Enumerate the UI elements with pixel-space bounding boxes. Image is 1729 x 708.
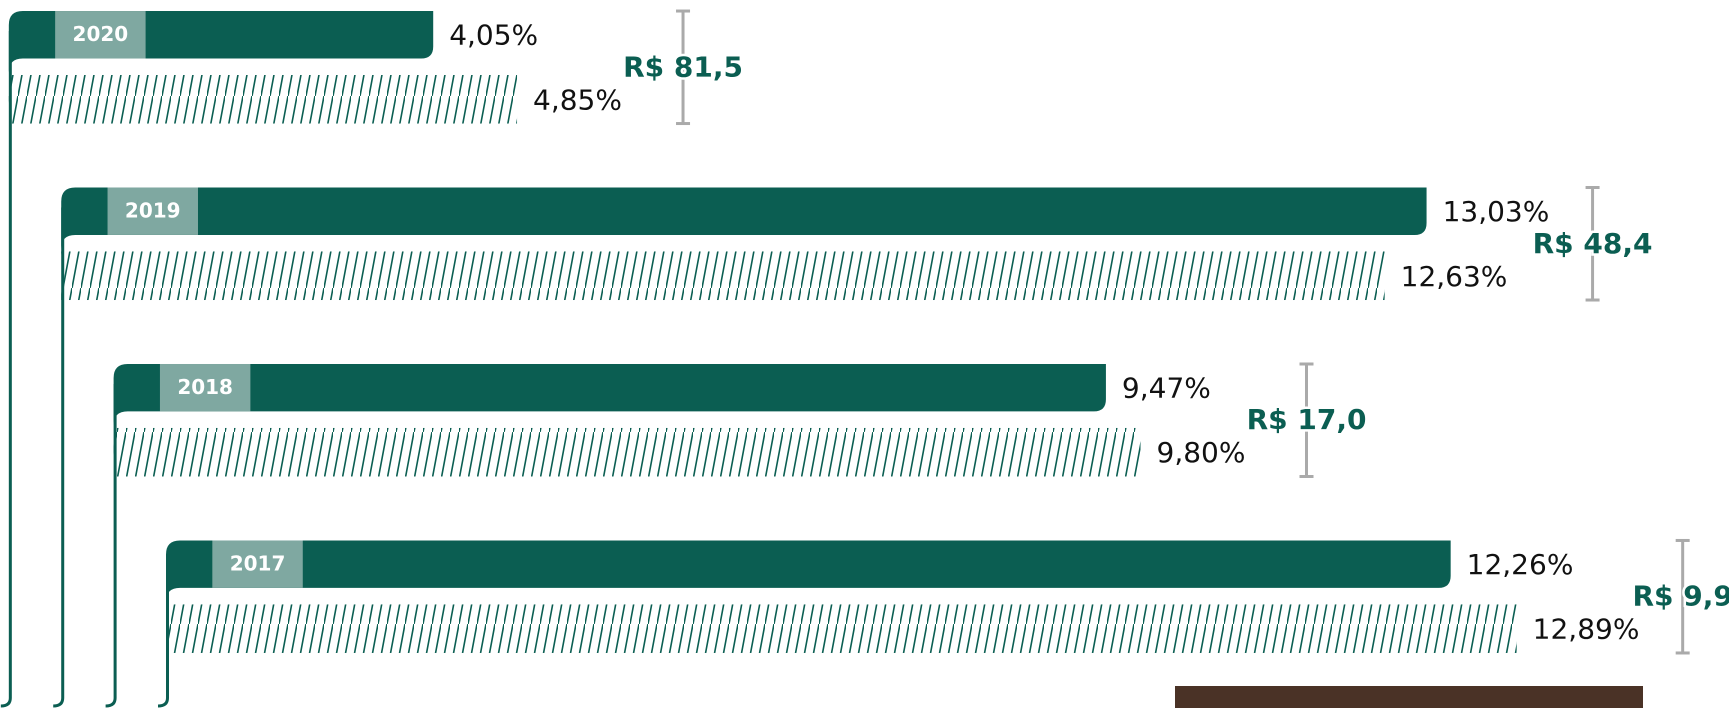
year-tag-bg	[159, 363, 251, 412]
value-label: 9,80%	[1157, 436, 1246, 469]
bar	[166, 604, 1517, 653]
bar	[61, 251, 1385, 301]
bar	[8, 75, 518, 124]
value-label: 4,85%	[533, 83, 622, 116]
year-tag-bg	[212, 540, 303, 588]
amount-label: R$ 9,9	[1632, 580, 1729, 613]
amount-label: R$ 81,5	[623, 50, 743, 83]
bar	[166, 540, 1451, 602]
year-tag-bg	[107, 187, 198, 235]
year-tag: 2017	[230, 552, 286, 576]
connector	[157, 560, 170, 708]
amount-label: R$ 48,4	[1533, 227, 1653, 260]
value-label: 12,26%	[1467, 548, 1574, 581]
amount-label: R$ 17,0	[1247, 403, 1367, 436]
plot: 4,05% 4,85% 2020 R$ 81,5 13,03% 12,63% 2019 R$ …	[0, 9, 1729, 708]
value-label: 4,05%	[449, 19, 538, 52]
bar	[113, 427, 1141, 477]
connector	[53, 207, 65, 708]
value-label: 9,47%	[1122, 372, 1211, 405]
bar	[61, 187, 1427, 249]
year-tag: 2020	[73, 22, 129, 46]
connector	[0, 31, 12, 708]
value-label: 13,03%	[1443, 195, 1550, 228]
bar	[113, 363, 1106, 426]
value-label: 12,89%	[1533, 613, 1640, 646]
year-tag: 2019	[125, 199, 181, 223]
year-tag-bg	[55, 11, 146, 59]
value-label: 12,63%	[1401, 260, 1508, 293]
connector	[105, 383, 117, 708]
year-tag: 2018	[177, 375, 233, 399]
photo-strip	[1175, 686, 1643, 708]
